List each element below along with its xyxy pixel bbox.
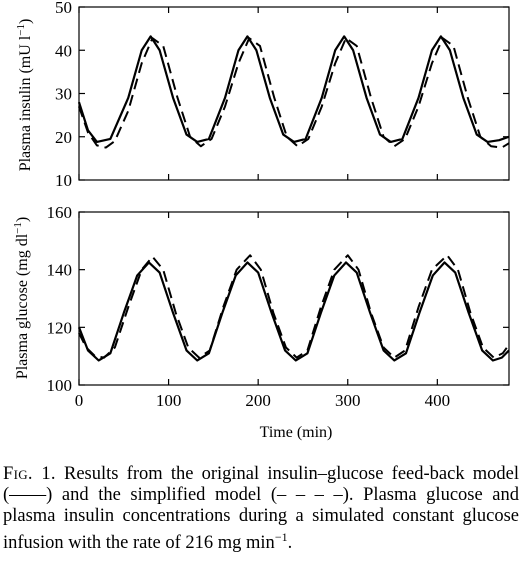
glucose-x-tick-label: 300 bbox=[335, 391, 361, 410]
insulin-series-solid-line bbox=[77, 35, 510, 144]
glucose-plot-frame bbox=[78, 211, 510, 386]
glucose-y-axis-label-text: Plasma glucose (mg dl bbox=[14, 233, 31, 379]
glucose-x-tick-label: 0 bbox=[75, 391, 84, 410]
insulin-y-tick-label: 10 bbox=[55, 171, 72, 190]
x-axis-label: Time (min) bbox=[260, 424, 333, 441]
glucose-x-tick-label: 200 bbox=[245, 391, 271, 410]
caption-label: Fig. 1. bbox=[3, 464, 56, 484]
insulin-y-axis-label: Plasma insulin (mU l−1) bbox=[15, 19, 34, 172]
glucose-y-tick-label: 160 bbox=[47, 203, 73, 222]
insulin-y-axis-label-text: Plasma insulin (mU l bbox=[17, 35, 34, 171]
figure-caption: Fig. 1. Results from the original insuli… bbox=[3, 464, 519, 554]
caption-end: . bbox=[287, 533, 293, 554]
svg-text:Plasma glucose (mg dl−1): Plasma glucose (mg dl−1) bbox=[12, 217, 31, 379]
glucose-x-tick-label: 400 bbox=[425, 391, 451, 410]
insulin-y-tick-label: 40 bbox=[55, 41, 72, 60]
caption-text: Results from the original insulin–glucos… bbox=[3, 464, 520, 554]
insulin-y-tick-label: 30 bbox=[55, 85, 72, 104]
svg-text:Plasma insulin (mU l−1): Plasma insulin (mU l−1) bbox=[15, 19, 34, 172]
glucose-y-axis-label-sup: −1 bbox=[12, 222, 24, 234]
caption-sup: −1 bbox=[274, 530, 288, 544]
insulin-y-axis-label-sup: −1 bbox=[15, 24, 27, 36]
glucose-x-tick-label: 100 bbox=[156, 391, 182, 410]
insulin-panel: Plasma insulin (mU l−1) 10 20 30 40 50 bbox=[15, 0, 510, 190]
insulin-y-axis-label-close: ) bbox=[17, 19, 34, 24]
glucose-y-tick-label: 100 bbox=[47, 376, 73, 395]
glucose-series-solid-line bbox=[77, 261, 510, 362]
glucose-series-dashed-line bbox=[78, 254, 510, 359]
insulin-y-tick-label: 50 bbox=[55, 0, 72, 17]
glucose-y-tick-label: 120 bbox=[47, 318, 73, 337]
glucose-y-axis-label: Plasma glucose (mg dl−1) bbox=[12, 217, 31, 379]
glucose-y-tick-label: 140 bbox=[47, 261, 73, 280]
insulin-series-dashed-line bbox=[78, 37, 510, 149]
glucose-panel: Plasma glucose (mg dl−1) Time (min) 100 1… bbox=[12, 203, 510, 441]
insulin-plot-frame bbox=[78, 6, 510, 181]
glucose-y-axis-label-close: ) bbox=[14, 217, 31, 222]
insulin-y-tick-label: 20 bbox=[55, 128, 72, 147]
